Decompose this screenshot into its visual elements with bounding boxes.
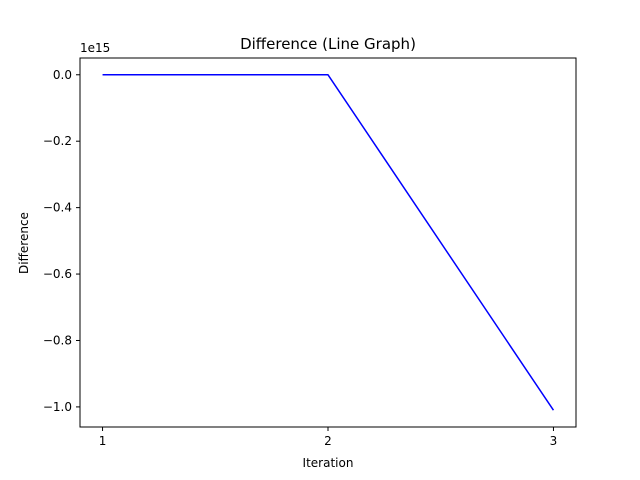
x-axis-label: Iteration xyxy=(303,456,354,470)
y-tick-label: 0.0 xyxy=(53,68,72,82)
plot-area xyxy=(80,58,576,427)
y-tick-label: −0.4 xyxy=(43,201,72,215)
y-tick-label: −0.6 xyxy=(43,267,72,281)
y-tick-label: −1.0 xyxy=(43,400,72,414)
series-line-1 xyxy=(102,74,555,411)
x-tick-label: 3 xyxy=(550,434,558,448)
y-tick-label: −0.8 xyxy=(43,333,72,347)
series-layer xyxy=(102,74,555,411)
y-axis-label: Difference xyxy=(17,212,31,274)
x-tick-label: 2 xyxy=(324,434,332,448)
y-axis-offset-text: 1e15 xyxy=(80,41,110,55)
y-tick-label: −0.2 xyxy=(43,134,72,148)
x-axis-ticks: 1 2 3 xyxy=(99,427,558,448)
y-axis-ticks: 0.0 −0.2 −0.4 −0.6 −0.8 −1.0 xyxy=(43,68,80,414)
x-tick-label: 1 xyxy=(99,434,107,448)
chart-title: Difference (Line Graph) xyxy=(240,35,416,53)
